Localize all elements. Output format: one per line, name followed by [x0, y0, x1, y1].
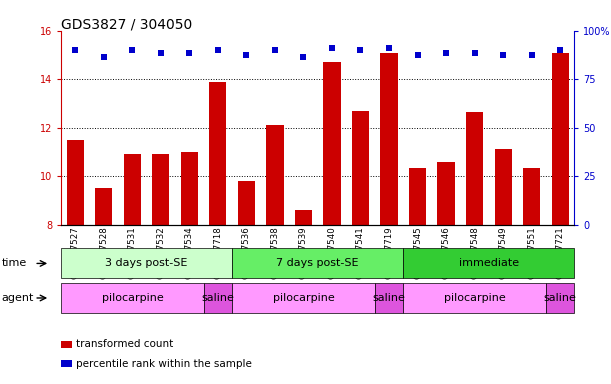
Point	[327, 45, 337, 51]
Bar	[95, 188, 112, 225]
Text: immediate: immediate	[459, 258, 519, 268]
Bar	[295, 210, 312, 225]
Bar	[152, 154, 169, 225]
Text: saline: saline	[202, 293, 235, 303]
Point	[270, 47, 280, 53]
Point	[156, 50, 166, 56]
Bar	[323, 62, 340, 225]
Text: 3 days post-SE: 3 days post-SE	[106, 258, 188, 268]
Point	[99, 54, 109, 60]
Bar	[381, 53, 398, 225]
Bar	[238, 181, 255, 225]
Text: pilocarpine: pilocarpine	[444, 293, 505, 303]
Point	[213, 47, 223, 53]
Point	[412, 52, 422, 58]
Bar	[67, 140, 84, 225]
Text: transformed count: transformed count	[76, 339, 174, 349]
Bar	[466, 112, 483, 225]
Bar	[266, 125, 284, 225]
Bar	[124, 154, 141, 225]
Text: pilocarpine: pilocarpine	[273, 293, 334, 303]
Text: pilocarpine: pilocarpine	[101, 293, 163, 303]
Point	[70, 47, 80, 53]
Text: percentile rank within the sample: percentile rank within the sample	[76, 359, 252, 369]
Text: saline: saline	[373, 293, 406, 303]
Bar	[523, 168, 540, 225]
Bar	[494, 149, 511, 225]
Text: 7 days post-SE: 7 days post-SE	[276, 258, 359, 268]
Text: time: time	[2, 258, 27, 268]
Point	[299, 54, 309, 60]
Text: saline: saline	[544, 293, 577, 303]
Bar	[437, 162, 455, 225]
Point	[356, 47, 365, 53]
Point	[441, 50, 451, 56]
Point	[128, 47, 137, 53]
Point	[498, 52, 508, 58]
Point	[527, 52, 536, 58]
Point	[185, 50, 194, 56]
Bar	[352, 111, 369, 225]
Text: GDS3827 / 304050: GDS3827 / 304050	[61, 17, 192, 31]
Bar	[181, 152, 198, 225]
Point	[470, 50, 480, 56]
Bar	[409, 168, 426, 225]
Text: agent: agent	[2, 293, 34, 303]
Point	[555, 47, 565, 53]
Bar	[552, 53, 569, 225]
Point	[384, 45, 394, 51]
Point	[241, 52, 251, 58]
Bar	[210, 82, 227, 225]
